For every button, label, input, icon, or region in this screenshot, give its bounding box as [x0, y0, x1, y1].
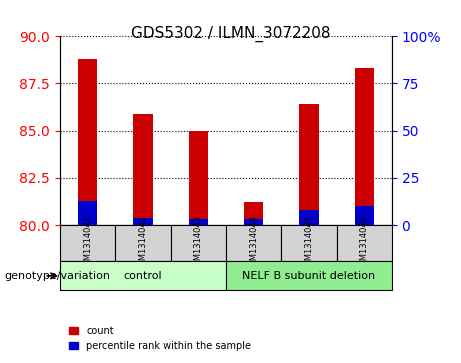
- FancyBboxPatch shape: [281, 225, 337, 261]
- Text: GSM1314046: GSM1314046: [360, 215, 369, 271]
- Bar: [189, 131, 208, 225]
- FancyBboxPatch shape: [60, 225, 115, 261]
- FancyBboxPatch shape: [226, 225, 281, 261]
- Bar: [78, 200, 97, 225]
- Bar: [355, 68, 374, 225]
- Bar: [299, 210, 319, 225]
- Bar: [299, 104, 319, 225]
- Bar: [244, 203, 263, 225]
- Bar: [133, 217, 153, 225]
- Bar: [355, 206, 374, 225]
- Text: genotype/variation: genotype/variation: [5, 271, 111, 281]
- Text: GSM1314041: GSM1314041: [83, 215, 92, 271]
- FancyBboxPatch shape: [115, 225, 171, 261]
- Text: GSM1314042: GSM1314042: [138, 215, 148, 271]
- Text: GSM1314044: GSM1314044: [249, 215, 258, 271]
- Text: GSM1314043: GSM1314043: [194, 215, 203, 271]
- FancyBboxPatch shape: [337, 225, 392, 261]
- Bar: [78, 59, 97, 225]
- Bar: [189, 219, 208, 225]
- Bar: [244, 219, 263, 225]
- FancyBboxPatch shape: [226, 261, 392, 290]
- Text: GSM1314045: GSM1314045: [304, 215, 313, 271]
- Bar: [133, 114, 153, 225]
- FancyBboxPatch shape: [171, 225, 226, 261]
- Text: NELF B subunit deletion: NELF B subunit deletion: [242, 271, 375, 281]
- FancyBboxPatch shape: [60, 261, 226, 290]
- Legend: count, percentile rank within the sample: count, percentile rank within the sample: [65, 322, 255, 355]
- Text: GDS5302 / ILMN_3072208: GDS5302 / ILMN_3072208: [131, 25, 330, 42]
- Text: control: control: [124, 271, 162, 281]
